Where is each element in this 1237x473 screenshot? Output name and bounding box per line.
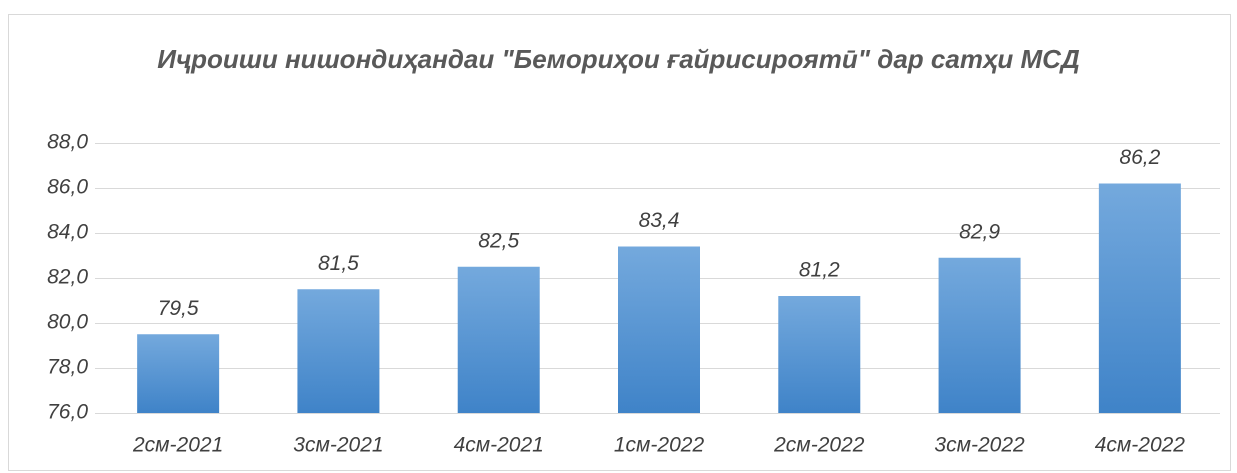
chart-title: Иҷроиши нишондиҳандаи "Бемориҳои ғайриси… xyxy=(157,44,1080,74)
x-tick-label: 4см-2022 xyxy=(1095,434,1186,457)
y-tick-label: 84,0 xyxy=(47,221,88,244)
x-tick-label: 1см-2022 xyxy=(614,434,705,457)
y-tick-label: 88,0 xyxy=(47,131,88,154)
x-tick-label: 2см-2021 xyxy=(132,434,223,457)
y-tick-label: 78,0 xyxy=(47,356,88,379)
data-label: 81,2 xyxy=(799,259,840,282)
data-label: 82,9 xyxy=(959,220,1000,243)
y-tick-label: 76,0 xyxy=(47,401,88,424)
bar xyxy=(618,246,700,413)
data-label: 82,5 xyxy=(478,229,519,252)
y-tick-label: 80,0 xyxy=(47,311,88,334)
data-label: 83,4 xyxy=(639,209,680,232)
bar xyxy=(938,257,1021,413)
x-tick-label: 4см-2021 xyxy=(454,434,544,457)
bar xyxy=(1098,183,1181,413)
y-tick-label: 86,0 xyxy=(47,176,88,199)
data-label: 86,2 xyxy=(1119,146,1160,169)
bar xyxy=(297,289,380,413)
y-tick-label: 82,0 xyxy=(47,266,88,289)
bar xyxy=(137,334,220,413)
bar xyxy=(457,266,540,413)
x-tick-label: 2см-2022 xyxy=(773,434,865,457)
x-tick-label: 3см-2022 xyxy=(934,434,1025,457)
bar xyxy=(778,296,861,413)
data-label: 79,5 xyxy=(158,297,199,320)
x-tick-label: 3см-2021 xyxy=(293,434,383,457)
data-label: 81,5 xyxy=(318,252,359,275)
